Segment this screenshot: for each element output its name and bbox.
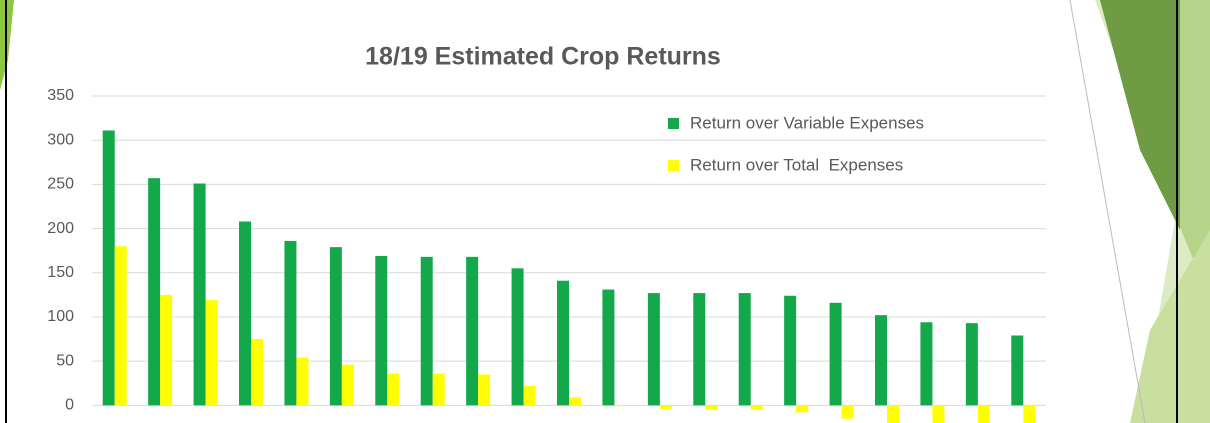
bar (569, 397, 581, 406)
bar (977, 405, 990, 423)
deco-line (1069, 0, 1146, 423)
bar (375, 255, 388, 406)
bar (102, 130, 115, 406)
bar (341, 364, 354, 406)
bar (329, 247, 342, 406)
y-tick-label: 300 (47, 131, 74, 148)
bar (1011, 335, 1024, 406)
bar (193, 183, 206, 406)
bar (160, 294, 173, 406)
bar (693, 293, 706, 406)
bar (387, 373, 400, 406)
bar (284, 240, 297, 406)
legend-label: Return over Total Expenses (690, 155, 903, 174)
bar (114, 246, 127, 406)
bar (478, 374, 491, 406)
deco-bottom (1130, 230, 1210, 423)
bar (148, 178, 161, 406)
legend-label: Return over Variable Expenses (690, 113, 924, 132)
bar (432, 373, 445, 406)
bar (659, 405, 672, 409)
y-tick-label: 50 (56, 352, 74, 369)
bar (614, 405, 627, 407)
bar (875, 315, 887, 406)
bar (887, 405, 899, 423)
bar (557, 280, 569, 406)
bar (829, 302, 842, 406)
bar (965, 323, 978, 406)
bar (647, 293, 660, 406)
bar (750, 405, 763, 410)
bar (841, 405, 854, 419)
bar (420, 256, 433, 406)
bar (251, 339, 263, 406)
bar (296, 357, 309, 406)
legend-swatch (668, 118, 679, 129)
bar (205, 300, 218, 406)
bar (511, 268, 524, 406)
bar (239, 221, 251, 406)
y-tick-label: 0 (65, 397, 74, 414)
chart-title: 18/19 Estimated Crop Returns (365, 43, 721, 71)
legend-swatch (668, 160, 679, 171)
y-tick-label: 100 (47, 308, 74, 325)
bar (784, 295, 797, 406)
y-tick-label: 150 (47, 264, 74, 281)
bar (602, 289, 615, 406)
bar (466, 256, 479, 406)
y-tick-label: 350 (47, 87, 74, 104)
bar (1023, 405, 1036, 423)
y-tick-label: 250 (47, 176, 74, 193)
bar (738, 293, 751, 406)
deco-dark (1100, 0, 1180, 230)
bar (920, 322, 933, 406)
y-tick-label: 200 (47, 220, 74, 237)
bar (932, 405, 945, 423)
bar (523, 385, 536, 406)
bar (705, 405, 718, 410)
bar (796, 405, 809, 413)
